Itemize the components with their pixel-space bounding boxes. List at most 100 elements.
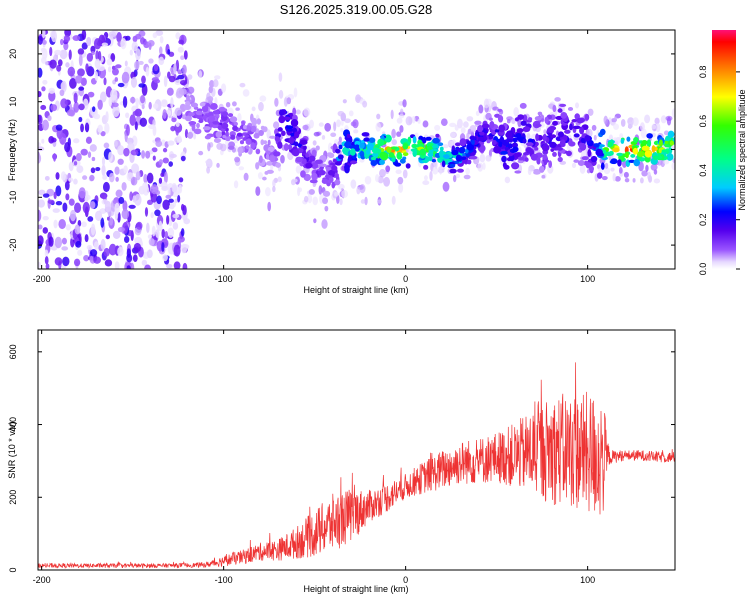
spectrogram-cell xyxy=(610,158,618,165)
spectrogram-cell xyxy=(619,133,624,139)
spectrogram-cell xyxy=(508,138,514,143)
spectrogram-cell xyxy=(658,139,663,147)
spectrogram-cell xyxy=(148,101,152,110)
spectrogram-cell xyxy=(183,50,188,60)
spectrogram-cell xyxy=(437,142,444,147)
spectrogram-cell xyxy=(38,67,43,78)
spectrogram-cell xyxy=(612,147,620,153)
spectrogram-cell xyxy=(50,104,58,112)
spectrogram-cell xyxy=(48,236,54,247)
spectrogram-cell xyxy=(442,154,450,159)
spectrogram-cell xyxy=(167,186,171,198)
spectrogram-cell xyxy=(68,161,74,172)
spectrogram-cell xyxy=(647,171,651,181)
spectrogram-cell xyxy=(138,60,144,65)
spectrogram-cell xyxy=(259,95,267,102)
spectrogram-cell xyxy=(565,150,572,157)
spectrogram-cell xyxy=(593,143,600,148)
spectrogram-cell xyxy=(162,254,168,262)
colorbar-tick-label: 0.4 xyxy=(698,164,708,177)
spectrogram-cell xyxy=(646,139,652,148)
spectrogram-cell xyxy=(486,139,491,144)
spectrogram-cell xyxy=(198,70,203,79)
spectrogram-cell xyxy=(57,59,63,67)
spectrogram-cell xyxy=(317,169,326,176)
spectrogram-cell xyxy=(114,77,119,82)
spectrogram-y-ticks: -20 -10 0 10 20 xyxy=(8,49,675,252)
spectrogram-cell xyxy=(525,142,534,147)
spectrogram-cell xyxy=(117,226,125,233)
spectrogram-cell xyxy=(166,214,170,225)
spectrogram-cell xyxy=(371,152,378,157)
spectrogram-cell xyxy=(61,246,69,251)
spectrogram-cell xyxy=(644,114,651,124)
spectrogram-cell xyxy=(91,156,96,162)
spectrogram-cell xyxy=(100,208,105,214)
spectrogram-cell xyxy=(265,186,271,197)
spectrogram-cell xyxy=(535,133,539,142)
spectrogram-cell xyxy=(63,42,69,51)
spectrogram-cell xyxy=(129,97,136,104)
spectrogram-cell xyxy=(126,265,131,269)
spectrogram-cell xyxy=(214,97,218,106)
spectrogram-cell xyxy=(134,194,142,206)
spectrogram-cell xyxy=(463,174,471,180)
spectrogram-cell xyxy=(161,241,165,253)
spectrogram-cell xyxy=(212,110,220,115)
spectrogram-cell xyxy=(108,151,113,163)
spectrogram-cell xyxy=(515,132,522,138)
spectrogram-cell xyxy=(59,89,65,97)
spectrogram-cell xyxy=(350,179,357,189)
spectrogram-cell xyxy=(395,169,402,175)
spectrogram-cell xyxy=(68,198,75,206)
spectrogram-cell xyxy=(346,133,351,139)
x-tick-label: -200 xyxy=(33,274,51,284)
spectrogram-cell xyxy=(669,140,675,146)
spectrogram-cell xyxy=(477,162,484,172)
spectrogram-cell xyxy=(108,96,113,107)
spectrogram-cell xyxy=(353,129,359,134)
spectrogram-cell xyxy=(613,123,620,130)
spectrogram-cell xyxy=(102,175,108,181)
spectrogram-cell xyxy=(412,149,417,158)
spectrogram-cell xyxy=(348,110,354,117)
spectrogram-cell xyxy=(64,142,71,153)
spectrogram-cell xyxy=(103,142,110,149)
colorbar-tick-label: 0.0 xyxy=(698,263,708,276)
spectrogram-cell xyxy=(80,123,84,133)
spectrogram-cell xyxy=(313,131,320,137)
spectrogram-cell xyxy=(283,143,289,152)
spectrogram-cell xyxy=(494,129,500,133)
spectrogram-cell xyxy=(663,130,669,136)
spectrogram-cell xyxy=(74,75,83,84)
spectrogram-cell xyxy=(429,170,433,181)
spectrogram-cell xyxy=(432,144,438,149)
spectrogram-cell xyxy=(155,140,163,148)
spectrogram-cell xyxy=(375,122,382,132)
spectrogram-cell xyxy=(311,149,317,158)
spectrogram-cell xyxy=(171,184,178,193)
spectrogram-cell xyxy=(335,148,341,154)
spectrogram-cell xyxy=(625,151,629,159)
spectrogram-cell xyxy=(391,139,397,146)
spectrogram-cell xyxy=(42,227,49,234)
spectrogram-cell xyxy=(547,164,554,174)
spectrogram-cell xyxy=(138,83,146,88)
spectrogram-cell xyxy=(368,137,376,144)
spectrogram-cell xyxy=(269,155,276,163)
spectrogram-cell xyxy=(80,148,88,156)
spectrogram-cell xyxy=(447,140,454,147)
spectrogram-cell xyxy=(146,222,150,234)
spectrogram-cell xyxy=(285,125,294,130)
spectrogram-cell xyxy=(426,142,434,147)
spectrogram-cell xyxy=(435,133,440,138)
spectrogram-cell xyxy=(105,111,109,123)
spectrogram-cell xyxy=(153,79,161,84)
y-tick-label: -10 xyxy=(8,191,18,204)
spectrogram-cell xyxy=(541,174,546,179)
spectrogram-cell xyxy=(146,172,154,184)
spectrogram-cell xyxy=(324,122,332,132)
spectrogram-cell xyxy=(202,126,211,131)
spectrogram-cell xyxy=(89,144,97,152)
spectrogram-cell xyxy=(466,132,470,141)
